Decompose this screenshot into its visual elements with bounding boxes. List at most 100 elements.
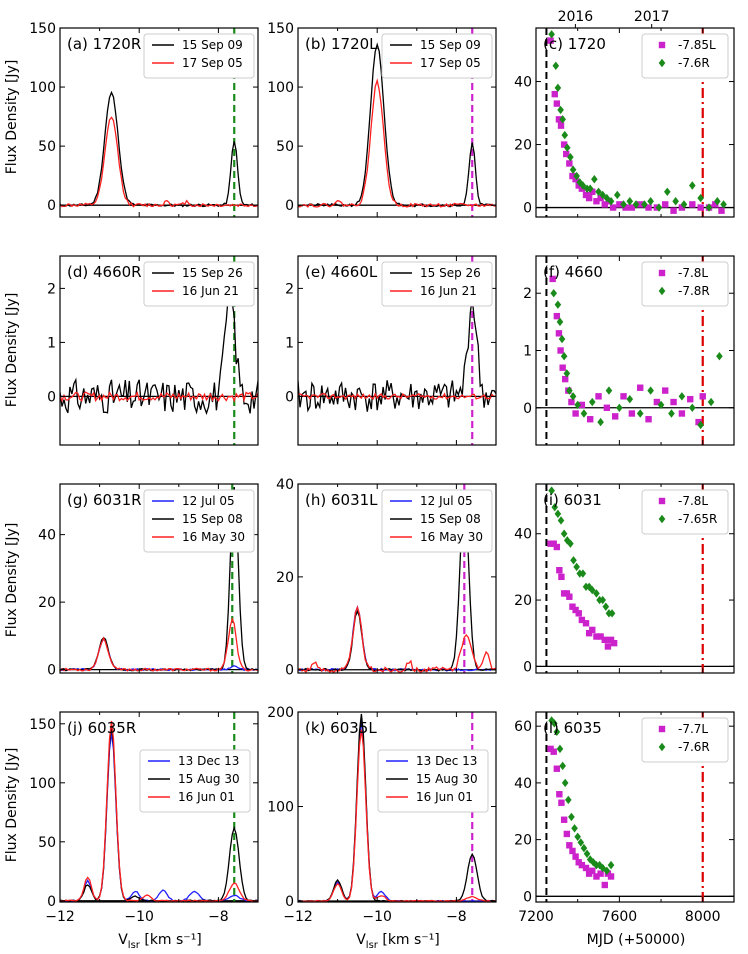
panel-h: 0 20 40 (h) 6031L 12 Jul 05 15 Sep 08 16 May 3… — [276, 477, 497, 679]
data-point-square — [628, 410, 636, 417]
data-point-diamond — [641, 200, 648, 209]
data-point-square — [593, 198, 600, 205]
xlabel-mjd: MJD (+50000) — [587, 932, 686, 948]
data-point-square — [601, 201, 608, 208]
legend: -7.8L -7.8R — [641, 261, 729, 307]
plot-area-d — [60, 256, 258, 445]
data-point-diamond — [588, 585, 596, 595]
y-tick-label: 0 — [523, 401, 532, 417]
y-tick-label: 150 — [29, 21, 56, 37]
data-point-diamond — [607, 860, 615, 870]
data-point-diamond — [707, 397, 715, 407]
data-point-square — [566, 842, 573, 849]
year-label-2016: 2016 — [558, 9, 594, 25]
y-tick-label: 1 — [285, 335, 294, 351]
plot-area-j — [60, 712, 258, 902]
data-point-diamond — [678, 392, 686, 401]
data-point-square — [550, 540, 557, 547]
data-point-diamond — [556, 744, 564, 754]
y-tick-label: 50 — [276, 139, 294, 155]
legend-label: -7.8R — [678, 284, 710, 298]
data-point-square — [557, 122, 565, 129]
data-point-square — [559, 364, 566, 371]
data-point-square — [569, 603, 576, 610]
legend-label: 16 Jun 01 — [416, 790, 473, 804]
data-point-square — [563, 830, 571, 838]
data-point-diamond — [591, 175, 598, 184]
legend-marker-diamond — [658, 58, 666, 68]
data-point-diamond — [668, 409, 675, 418]
y-tick-label: 100 — [267, 800, 294, 816]
panel-title: (a) 1720R — [67, 35, 141, 53]
data-point-square — [589, 626, 596, 634]
data-point-diamond — [590, 858, 597, 867]
data-point-diamond — [655, 203, 663, 212]
y-tick-label: 150 — [267, 21, 294, 37]
x-tick-label: 7200 — [518, 909, 554, 925]
panel-title: (h) 6031L — [305, 491, 378, 509]
legend-marker-square — [658, 269, 666, 277]
data-point-diamond — [680, 200, 688, 209]
panel-title: (g) 6031R — [67, 491, 142, 509]
data-point-diamond — [558, 334, 566, 344]
data-point-square — [555, 116, 563, 123]
spectrum-17-sep-05 — [60, 116, 258, 208]
legend-label: 12 Jul 05 — [420, 494, 473, 508]
legend-label: -7.8L — [678, 494, 708, 508]
data-point-diamond — [554, 509, 562, 519]
data-point-square — [712, 201, 719, 208]
data-point-diamond — [586, 184, 594, 193]
legend-label: 17 Sep 05 — [420, 56, 481, 70]
data-point-diamond — [573, 562, 580, 572]
data-point-square — [610, 639, 618, 647]
x-tick-label: −10 — [124, 909, 154, 925]
data-point-square — [578, 185, 586, 192]
data-point-square — [568, 398, 575, 406]
data-point-diamond — [553, 727, 561, 737]
panel-d: 0 1 2 (d) 4660R 15 Sep 26 16 Jun 21 — [47, 255, 259, 446]
y-tick-label: 20 — [514, 833, 532, 849]
data-point-diamond — [603, 866, 611, 876]
data-point-square — [670, 398, 677, 406]
data-point-square — [578, 861, 586, 869]
ylabel-row-4: Flux Density [Jy] — [4, 748, 20, 863]
legend-label: 17 Sep 05 — [182, 56, 243, 70]
data-point-diamond — [608, 609, 616, 618]
data-point-diamond — [595, 187, 602, 196]
spectrum-16-jun-21 — [298, 392, 496, 401]
legend: -7.8L -7.65R — [641, 489, 729, 535]
spectrum-15-sep-09 — [60, 90, 258, 208]
data-point-diamond — [565, 795, 572, 805]
data-point-square — [589, 867, 596, 875]
panel-title: (c) 1720 — [543, 35, 606, 53]
data-point-square — [589, 188, 596, 195]
data-point-square — [560, 816, 568, 823]
data-point-square — [553, 765, 561, 772]
axes-frame — [297, 27, 497, 218]
y-tick-label: 0 — [523, 659, 532, 675]
y-tick-label: 2 — [47, 281, 56, 297]
legend: 15 Sep 26 16 Jun 21 — [381, 261, 493, 307]
panel-title: (f) 4660 — [543, 263, 603, 281]
spectrum-16-may-30 — [60, 617, 258, 672]
data-point-square — [607, 873, 615, 880]
axes-frame — [59, 711, 259, 903]
data-point-square — [551, 90, 558, 98]
legend-label: -7.85L — [678, 38, 716, 52]
data-point-diamond — [563, 369, 571, 378]
data-point-diamond — [577, 838, 585, 847]
data-point-diamond — [580, 843, 588, 853]
panel-b: 0 50 100 150 (b) 1720L 15 Sep 09 17 Sep 05 — [267, 21, 497, 218]
legend-marker-diamond — [658, 742, 666, 752]
data-point-square — [603, 404, 611, 411]
data-point-diamond — [626, 197, 634, 206]
data-point-diamond — [548, 486, 555, 495]
data-point-diamond — [697, 420, 704, 430]
y-tick-label: 150 — [29, 717, 56, 733]
panel-title: (d) 4660R — [67, 263, 142, 281]
legend: -7.85L -7.6R — [641, 33, 729, 79]
axes-frame — [59, 483, 259, 674]
legend: 12 Jul 05 15 Sep 08 16 May 30 — [143, 489, 255, 553]
data-point-diamond — [714, 197, 721, 206]
